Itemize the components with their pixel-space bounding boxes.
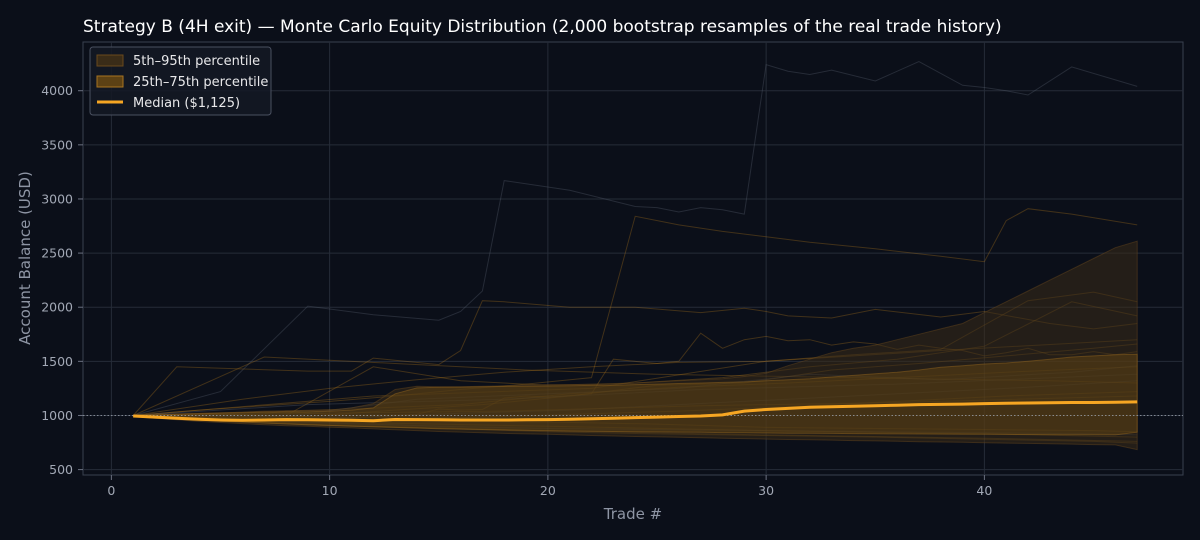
x-tick-label: 20 — [540, 483, 556, 498]
chart-title: Strategy B (4H exit) — Monte Carlo Equit… — [83, 17, 1002, 37]
median-line — [133, 400, 1138, 423]
legend-frame — [89, 46, 272, 116]
x-axis-label: Trade # — [603, 505, 662, 523]
y-tick-label: 1000 — [41, 408, 73, 423]
y-tick-label: 4000 — [41, 83, 73, 98]
plot-frame — [82, 41, 1184, 476]
sample-path — [132, 300, 1138, 416]
percentile-bands — [132, 240, 1138, 451]
sample-path — [133, 208, 1138, 416]
legend-swatch-inner-band — [96, 75, 124, 88]
x-tick-label: 30 — [758, 483, 774, 498]
legend: 5th–95th percentile 25th–75th percentile… — [89, 46, 272, 116]
x-tick-label: 10 — [322, 483, 338, 498]
x-tick-label: 0 — [107, 483, 115, 498]
legend-swatch-outer-band — [96, 54, 124, 67]
y-axis-ticks: 500 1000 1500 2000 2500 3000 3500 4000 — [41, 83, 83, 477]
y-tick-label: 500 — [49, 462, 73, 477]
plot-area — [82, 41, 1184, 476]
y-tick-label: 2500 — [41, 246, 73, 261]
y-tick-label: 1500 — [41, 354, 73, 369]
y-axis-label: Account Balance (USD) — [16, 171, 34, 345]
x-axis-ticks: 0 10 20 30 40 — [107, 475, 992, 498]
y-tick-label: 3500 — [41, 137, 73, 152]
y-tick-label: 2000 — [41, 300, 73, 315]
band-25-75 — [132, 353, 1138, 436]
y-tick-label: 3000 — [41, 191, 73, 206]
legend-label-outer-band: 5th–95th percentile — [133, 54, 260, 69]
x-tick-label: 40 — [976, 483, 992, 498]
sample-path — [133, 60, 1138, 416]
legend-label-inner-band: 25th–75th percentile — [133, 75, 268, 90]
legend-label-median: Median ($1,125) — [133, 96, 240, 111]
